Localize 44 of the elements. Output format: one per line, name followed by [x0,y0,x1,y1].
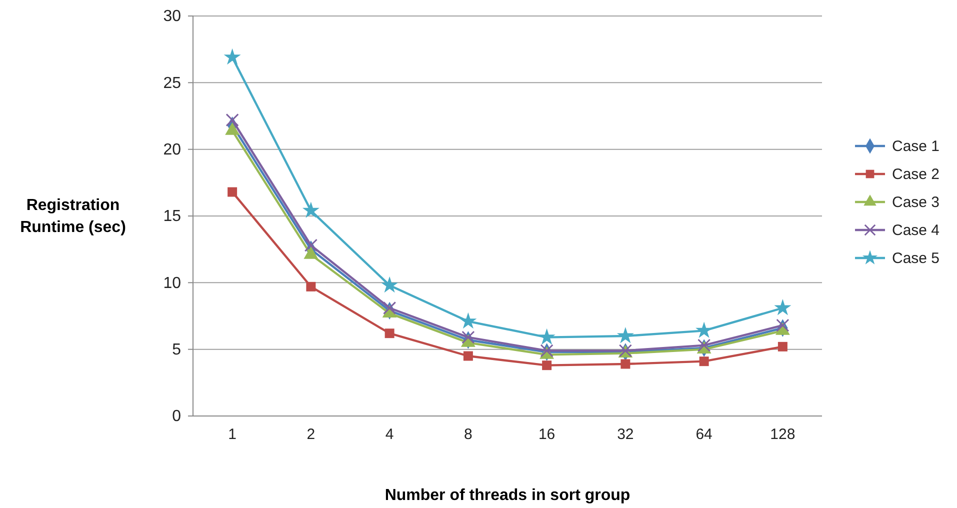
y-tick-label: 0 [172,408,182,426]
legend-label: Case 1 [892,138,940,155]
x-tick-label: 16 [538,426,556,443]
point [306,282,316,292]
y-axis-title: Registration Runtime (sec) [20,197,126,236]
x-tick-label: 2 [306,426,316,443]
x-tick-label: 64 [696,426,712,443]
y-tick-label: 10 [163,274,182,292]
point [460,312,477,329]
point [463,351,473,361]
point [304,238,318,252]
y-tick-label: 25 [163,74,182,92]
x-axis-title: Number of threads in sort group [384,487,630,504]
x-tick-label: 8 [464,426,472,443]
x-tick-label: 128 [770,426,796,443]
point [696,322,713,338]
legend-label: Case 3 [892,194,940,211]
point [462,330,475,344]
y-tick-label: 20 [163,141,182,158]
y-tick-label: 5 [172,341,182,358]
point [620,359,630,369]
point [538,328,556,345]
point [224,48,241,65]
point [776,318,790,332]
point [774,299,792,316]
point [302,202,320,218]
legend-label: Case 5 [892,250,940,267]
point [699,356,709,366]
x-tick-label: 1 [228,426,236,443]
point [384,328,394,338]
legend-label: Case 2 [892,166,940,183]
point [542,360,552,370]
point [228,187,238,197]
point [382,301,396,315]
point [778,342,788,352]
point [616,327,634,344]
x-tick-label: 4 [385,426,394,443]
x-tick-label: 32 [617,426,634,443]
point [381,276,398,293]
point [697,338,711,352]
point [226,113,239,127]
y-tick-label: 30 [163,8,182,26]
y-tick-label: 15 [163,208,182,226]
legend-label: Case 4 [892,222,940,239]
